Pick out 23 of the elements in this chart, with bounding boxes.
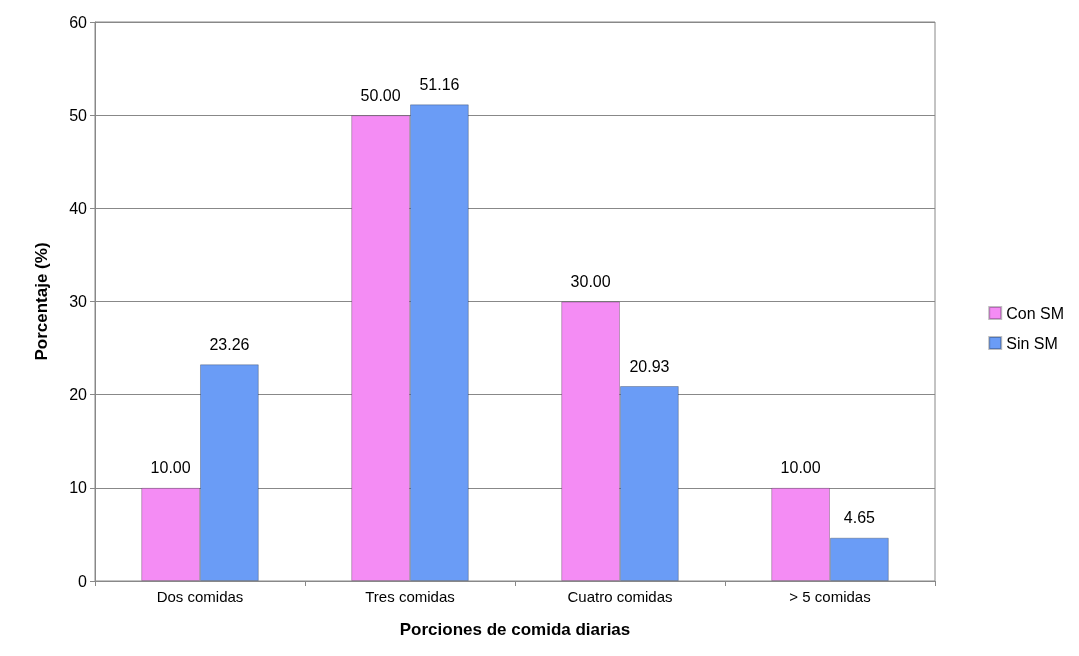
legend-label: Con SM xyxy=(1006,304,1064,322)
y-tick-label: 10 xyxy=(69,479,88,497)
data-label: 30.00 xyxy=(570,273,611,290)
data-label: 50.00 xyxy=(360,86,401,104)
y-tick-label: 40 xyxy=(69,199,88,217)
x-tick-label: Cuatro comidas xyxy=(567,588,673,605)
data-label: 20.93 xyxy=(629,357,670,375)
y-tick-label: 30 xyxy=(69,293,88,310)
data-label: 10.00 xyxy=(150,459,191,477)
legend-label: Sin SM xyxy=(1006,334,1058,352)
x-axis-title: Porciones de comida diarias xyxy=(399,620,631,639)
x-tick-label: Dos comidas xyxy=(156,588,244,605)
y-tick-label: 20 xyxy=(69,386,88,404)
data-label: 51.16 xyxy=(419,75,460,93)
y-tick-label: 60 xyxy=(69,13,88,31)
y-tick-label: 0 xyxy=(78,572,88,590)
x-tick-label: > 5 comidas xyxy=(789,588,871,605)
x-tick-label: Tres comidas xyxy=(365,588,455,605)
y-tick-label: 50 xyxy=(69,106,88,124)
data-label: 4.65 xyxy=(843,509,876,527)
data-label: 10.00 xyxy=(780,459,821,477)
y-axis-title: Porcentaje (%) xyxy=(32,242,51,361)
data-label: 23.26 xyxy=(209,335,250,353)
